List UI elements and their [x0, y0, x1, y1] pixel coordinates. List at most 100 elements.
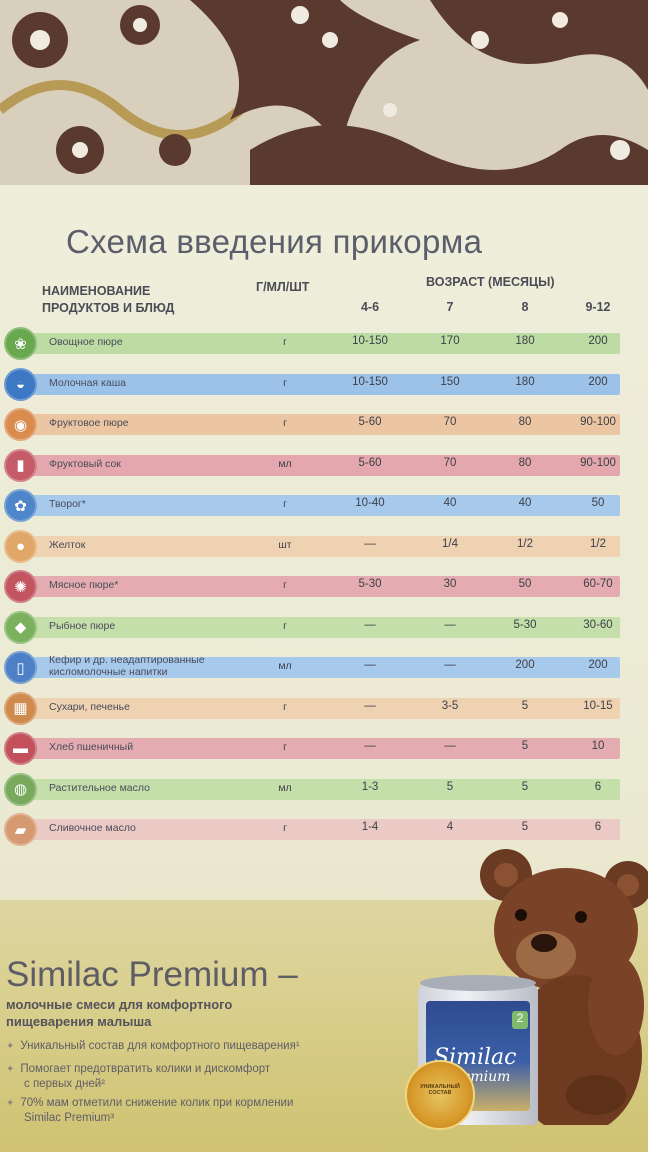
- pacifier-icon: ✦: [6, 1064, 15, 1075]
- amount-cell: 6: [594, 821, 602, 833]
- kefir-carton-icon: ▯: [4, 651, 37, 684]
- amount-cell: —: [364, 537, 376, 550]
- amount-cell: 170: [440, 335, 460, 347]
- product-name: Кефир и др. неадаптированные кисломолочны…: [49, 654, 205, 678]
- amount-cell: 90-100: [580, 416, 616, 428]
- amount-cell: 10-150: [352, 335, 388, 347]
- row-color-band: [26, 535, 620, 557]
- amount-cell: 1/4: [442, 537, 458, 550]
- cracker-icon: ▦: [4, 691, 37, 725]
- column-header-age: ВОЗРАСТ (МЕСЯЦЫ): [426, 275, 555, 289]
- amount-cell: 70: [443, 456, 457, 469]
- amount-cell: 10: [591, 740, 605, 752]
- table-row: ▬ Хлеб пшеничный г — — 5 10: [0, 730, 648, 768]
- vegetable-icon: ❀: [4, 327, 37, 360]
- product-name: Молочная каша: [49, 376, 126, 389]
- advert-bullet: ✦ 70% мам отметили снижение колик при кор…: [6, 1097, 294, 1124]
- product-name: Мясное пюре*: [49, 579, 119, 591]
- amount-cell: 40: [443, 497, 457, 509]
- amount-cell: —: [364, 618, 376, 631]
- column-header-unit: Г/МЛ/ШТ: [256, 280, 310, 294]
- product-unit: мл: [278, 660, 292, 672]
- product-name: Растительное масло: [49, 781, 150, 794]
- amount-cell: 1-4: [361, 821, 379, 833]
- amount-cell: 1/2: [590, 537, 606, 550]
- row-color-band: [26, 495, 620, 516]
- product-name: Сливочное масло: [49, 822, 136, 834]
- product-name: Творог*: [49, 498, 86, 510]
- amount-cell: 5-60: [358, 416, 382, 428]
- row-color-band: [26, 819, 620, 840]
- amount-cell: 5-30: [513, 618, 537, 631]
- column-header-name: НАИМЕНОВАНИЕ ПРОДУКТОВ И БЛЮД: [42, 283, 174, 317]
- teddy-bear-image: [396, 845, 648, 1135]
- amount-cell: —: [364, 659, 376, 671]
- table-row: ❀ Овощное пюре г 10-150 170 180 200: [0, 325, 648, 363]
- decorative-ornament: [0, 0, 648, 192]
- table-row: ◉ Фруктовое пюре г 5-60 70 80 90-100: [0, 406, 648, 444]
- advert-subtitle-line2: пищеварения малыша: [6, 1014, 152, 1029]
- product-unit: г: [283, 498, 287, 510]
- amount-cell: 150: [440, 375, 460, 388]
- product-unit: г: [283, 700, 287, 713]
- amount-cell: 5: [521, 821, 529, 833]
- row-color-band: [26, 373, 620, 395]
- butter-icon: ▰: [4, 813, 37, 846]
- can-stage-number: 2: [512, 1011, 528, 1029]
- row-color-band: [26, 576, 620, 597]
- product-name: Фруктовый сок: [49, 457, 121, 470]
- amount-cell: —: [444, 618, 456, 631]
- meat-icon: ✺: [4, 570, 37, 603]
- product-name: Фруктовое пюре: [49, 417, 129, 429]
- amount-cell: 200: [588, 375, 608, 388]
- amount-cell: 10-15: [583, 699, 613, 712]
- amount-cell: 1-3: [361, 780, 379, 793]
- row-color-band: [26, 778, 620, 800]
- amount-cell: 10-40: [355, 497, 385, 509]
- product-name: Хлеб пшеничный: [49, 741, 134, 753]
- pacifier-icon: ✦: [6, 1041, 15, 1052]
- product-unit: шт: [278, 538, 292, 551]
- amount-cell: 5-30: [358, 578, 382, 590]
- table-row: ✺ Мясное пюре* г 5-30 30 50 60-70: [0, 568, 648, 606]
- advert-bullet: ✦ Помогает предотвратить колики и дискомф…: [6, 1063, 271, 1090]
- amount-cell: 1/2: [517, 537, 533, 550]
- fruit-puree-icon: ◉: [4, 408, 37, 441]
- advert-subtitle: молочные смеси для комфортного пищеварен…: [6, 996, 232, 1030]
- product-unit: г: [283, 822, 287, 834]
- amount-cell: 30-60: [583, 618, 613, 631]
- product-unit: мл: [278, 457, 292, 470]
- unique-formula-seal: УНИКАЛЬНЫЙ СОСТАВ: [405, 1060, 475, 1130]
- amount-cell: 180: [515, 375, 535, 388]
- product-unit: г: [283, 741, 287, 753]
- amount-cell: 60-70: [583, 578, 613, 590]
- age-col-7: 7: [446, 300, 454, 314]
- amount-cell: 3-5: [441, 699, 459, 712]
- table-row: ◍ Растительное масло мл 1-3 5 5 6: [0, 771, 648, 809]
- row-color-band: [26, 657, 620, 678]
- column-header-name-line2: ПРОДУКТОВ И БЛЮД: [42, 301, 175, 315]
- porridge-bowl-icon: ◒: [4, 367, 37, 401]
- amount-cell: 70: [443, 416, 457, 428]
- row-color-band: [26, 454, 620, 476]
- amount-cell: 90-100: [580, 456, 616, 469]
- amount-cell: 200: [515, 659, 535, 671]
- table-row: ▦ Сухари, печенье г — 3-5 5 10-15: [0, 690, 648, 728]
- product-name: Сухари, печенье: [49, 700, 130, 713]
- amount-cell: —: [364, 699, 376, 712]
- amount-cell: —: [444, 740, 456, 752]
- product-unit: г: [283, 619, 287, 632]
- age-col-4-6: 4-6: [360, 300, 380, 314]
- cottage-cheese-icon: ✿: [4, 489, 37, 522]
- amount-cell: 5-60: [358, 456, 382, 469]
- product-unit: г: [283, 336, 287, 348]
- fish-icon: ◆: [4, 610, 37, 644]
- amount-cell: 40: [518, 497, 532, 509]
- amount-cell: 80: [518, 416, 532, 428]
- amount-cell: 6: [594, 780, 602, 793]
- amount-cell: —: [364, 740, 376, 752]
- row-color-band: [26, 333, 620, 354]
- page-title: Схема введения прикорма: [66, 223, 483, 260]
- amount-cell: 5: [521, 780, 529, 793]
- amount-cell: 5: [521, 699, 529, 712]
